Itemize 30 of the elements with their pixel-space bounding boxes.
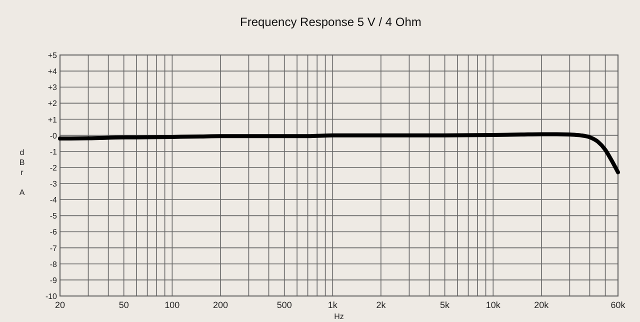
y-tick-label: -7: [50, 244, 58, 253]
y-tick-label: +4: [48, 67, 58, 76]
x-tick-label: 100: [164, 300, 180, 310]
x-tick-label: 200: [212, 300, 228, 310]
y-tick-label: +3: [48, 83, 58, 92]
y-tick-label: +5: [48, 51, 58, 60]
y-tick-label: -8: [50, 260, 58, 269]
y-tick-label: -3: [50, 180, 58, 189]
x-tick-label: 60k: [610, 300, 626, 310]
x-tick-label: 1k: [328, 300, 338, 310]
y-tick-label: -5: [50, 212, 58, 221]
y-tick-label: -6: [50, 228, 58, 237]
y-tick-label: -10: [45, 292, 58, 301]
y-tick-label: -9: [50, 276, 58, 285]
x-tick-label: 5k: [440, 300, 450, 310]
x-tick-label: 20k: [534, 300, 550, 310]
x-axis-title: Hz: [334, 312, 344, 321]
y-tick-label: +2: [48, 99, 58, 108]
text: dBrA: [19, 148, 25, 197]
x-tick-label: 50: [118, 300, 129, 310]
y-tick-label: -1: [50, 147, 58, 156]
y-tick-label: -2: [50, 163, 58, 172]
x-tick-label: 2k: [376, 300, 386, 310]
chart-title: Frequency Response 5 V / 4 Ohm: [240, 15, 422, 29]
x-tick-label: 10k: [486, 300, 501, 310]
x-tick-label: 500: [276, 300, 292, 310]
y-tick-label: +1: [48, 115, 58, 124]
y-tick-label: -4: [50, 196, 58, 205]
y-tick-label: -0: [50, 131, 58, 140]
x-tick-label: 20: [54, 300, 66, 310]
